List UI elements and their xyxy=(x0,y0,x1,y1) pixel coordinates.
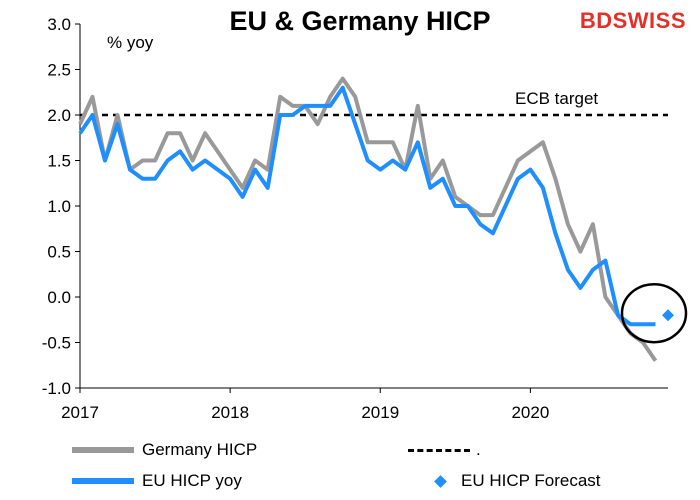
legend-swatch-germany xyxy=(72,447,134,453)
series-line-eu xyxy=(78,85,656,327)
x-tick-label: 2019 xyxy=(361,403,399,422)
legend-label-forecast: EU HICP Forecast xyxy=(461,471,601,490)
legend-label-germany: Germany HICP xyxy=(142,440,258,459)
legend-swatch-eu xyxy=(72,478,134,484)
y-tick-label: 1.5 xyxy=(47,152,71,171)
y-tick-label: 0.5 xyxy=(47,243,71,262)
x-tick-label: 2018 xyxy=(211,403,249,422)
y-tick-label: 1.0 xyxy=(47,197,71,216)
series-line-germany xyxy=(78,76,658,362)
y-tick-label: 0.0 xyxy=(47,288,71,307)
brand-swiss: SWISS xyxy=(612,8,686,33)
brand-logo: BDSWISS xyxy=(580,8,686,34)
legend: Germany HICP . EU HICP yoy EU HICP Forec… xyxy=(0,430,700,500)
legend-item-eu: EU HICP yoy xyxy=(72,471,242,491)
y-unit-label: % yoy xyxy=(107,33,154,52)
chart-title: EU & Germany HICP xyxy=(229,6,491,36)
ecb-target-label: ECB target xyxy=(515,89,599,108)
forecast-highlight-circle xyxy=(620,282,688,344)
legend-item-forecast: EU HICP Forecast xyxy=(430,471,601,491)
legend-item-dashed: . xyxy=(408,440,481,460)
legend-item-germany: Germany HICP xyxy=(72,440,257,460)
y-tick-label: 2.0 xyxy=(47,106,71,125)
legend-label-eu: EU HICP yoy xyxy=(142,471,242,490)
y-tick-label: -0.5 xyxy=(42,334,71,353)
y-tick-label: -1.0 xyxy=(42,379,71,398)
forecast-point xyxy=(662,309,674,322)
legend-label-dashed: . xyxy=(476,440,481,459)
brand-bd: BD xyxy=(579,8,613,33)
legend-swatch-forecast xyxy=(434,474,447,488)
y-tick-label: 3.0 xyxy=(47,15,71,34)
legend-swatch-dashed xyxy=(408,448,470,452)
x-tick-label: 2017 xyxy=(61,403,99,422)
x-tick-label: 2020 xyxy=(511,403,549,422)
y-tick-label: 2.5 xyxy=(47,61,71,80)
